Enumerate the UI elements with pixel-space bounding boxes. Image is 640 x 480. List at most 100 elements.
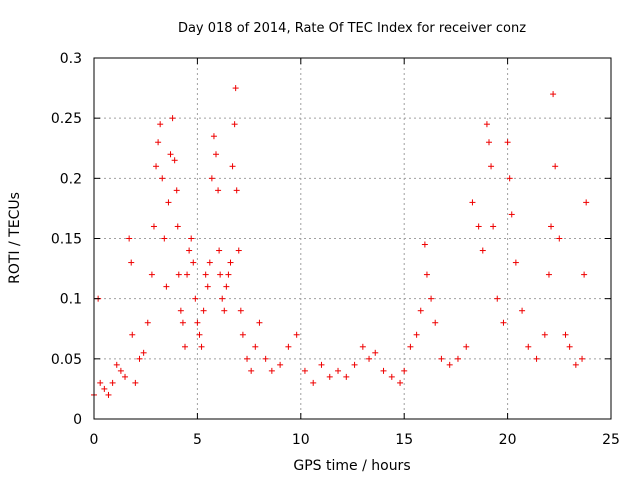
data-point bbox=[202, 271, 209, 278]
data-point bbox=[359, 343, 366, 350]
data-point bbox=[556, 235, 563, 242]
ticks-layer bbox=[93, 57, 612, 420]
data-point bbox=[210, 133, 217, 140]
data-point bbox=[479, 247, 486, 254]
data-point bbox=[200, 307, 207, 314]
data-point bbox=[335, 367, 342, 374]
data-point bbox=[262, 355, 269, 362]
y-tick-label: 0.1 bbox=[60, 292, 82, 308]
data-point bbox=[428, 295, 435, 302]
data-point bbox=[213, 151, 220, 158]
y-axis-label: ROTI / TECUs bbox=[7, 192, 23, 284]
data-point bbox=[407, 343, 414, 350]
data-point bbox=[343, 373, 350, 380]
data-point bbox=[417, 307, 424, 314]
data-point bbox=[184, 271, 191, 278]
data-point bbox=[223, 283, 230, 290]
y-tick-label: 0.3 bbox=[60, 51, 82, 67]
data-point bbox=[194, 319, 201, 326]
data-point bbox=[175, 271, 182, 278]
data-point bbox=[204, 283, 211, 290]
data-point bbox=[248, 367, 255, 374]
y-tick-label: 0 bbox=[73, 412, 82, 428]
data-point bbox=[122, 373, 129, 380]
data-point bbox=[215, 187, 222, 194]
data-point bbox=[229, 163, 236, 170]
data-point bbox=[225, 271, 232, 278]
data-point bbox=[583, 199, 590, 206]
data-point bbox=[256, 319, 263, 326]
data-point bbox=[159, 175, 166, 182]
data-point bbox=[413, 331, 420, 338]
data-point bbox=[232, 85, 239, 92]
data-point bbox=[483, 121, 490, 128]
data-point bbox=[432, 319, 439, 326]
data-point bbox=[188, 235, 195, 242]
data-point bbox=[233, 187, 240, 194]
data-point bbox=[541, 331, 548, 338]
data-point bbox=[525, 343, 532, 350]
x-tick-label: 0 bbox=[90, 432, 99, 448]
data-point bbox=[208, 175, 215, 182]
data-point bbox=[101, 385, 108, 392]
data-point bbox=[155, 139, 162, 146]
data-point bbox=[167, 151, 174, 158]
y-tick-label: 0.05 bbox=[51, 352, 82, 368]
data-point bbox=[512, 259, 519, 266]
data-point bbox=[552, 163, 559, 170]
data-point bbox=[566, 343, 573, 350]
data-point bbox=[126, 235, 133, 242]
data-point bbox=[488, 163, 495, 170]
data-point bbox=[169, 115, 176, 122]
data-point bbox=[548, 223, 555, 230]
data-point bbox=[268, 367, 275, 374]
data-point bbox=[163, 283, 170, 290]
data-point bbox=[506, 175, 513, 182]
tick-labels-layer: 0 5 10 15 20 25 0 0.05 0.1 0.15 0.2 0.25 0.3 bbox=[51, 51, 620, 448]
data-point bbox=[221, 307, 228, 314]
data-point bbox=[136, 355, 143, 362]
data-point bbox=[150, 223, 157, 230]
data-point bbox=[310, 379, 317, 386]
data-point bbox=[504, 139, 511, 146]
data-point bbox=[173, 187, 180, 194]
data-point bbox=[97, 379, 104, 386]
data-point bbox=[572, 361, 579, 368]
y-tick-label: 0.15 bbox=[51, 232, 82, 248]
data-point bbox=[545, 271, 552, 278]
data-point bbox=[490, 223, 497, 230]
data-point bbox=[186, 247, 193, 254]
data-point bbox=[579, 355, 586, 362]
data-point bbox=[179, 319, 186, 326]
data-point bbox=[301, 367, 308, 374]
data-point bbox=[423, 271, 430, 278]
data-point bbox=[157, 121, 164, 128]
data-point bbox=[401, 367, 408, 374]
data-point bbox=[113, 361, 120, 368]
data-point bbox=[192, 295, 199, 302]
data-point bbox=[475, 223, 482, 230]
data-point bbox=[485, 139, 492, 146]
x-tick-label: 15 bbox=[395, 432, 413, 448]
data-point bbox=[500, 319, 507, 326]
data-point bbox=[421, 241, 428, 248]
data-point bbox=[326, 373, 333, 380]
data-point bbox=[181, 343, 188, 350]
data-point bbox=[318, 361, 325, 368]
data-point bbox=[244, 355, 251, 362]
data-point bbox=[252, 343, 259, 350]
x-axis-label: GPS time / hours bbox=[293, 458, 410, 474]
data-point bbox=[219, 295, 226, 302]
data-point bbox=[562, 331, 569, 338]
data-point bbox=[140, 349, 147, 356]
data-point bbox=[216, 247, 223, 254]
data-point bbox=[454, 355, 461, 362]
data-point bbox=[239, 331, 246, 338]
data-point bbox=[285, 343, 292, 350]
data-point bbox=[206, 259, 213, 266]
data-point bbox=[366, 355, 373, 362]
data-point bbox=[235, 247, 242, 254]
data-point bbox=[519, 307, 526, 314]
